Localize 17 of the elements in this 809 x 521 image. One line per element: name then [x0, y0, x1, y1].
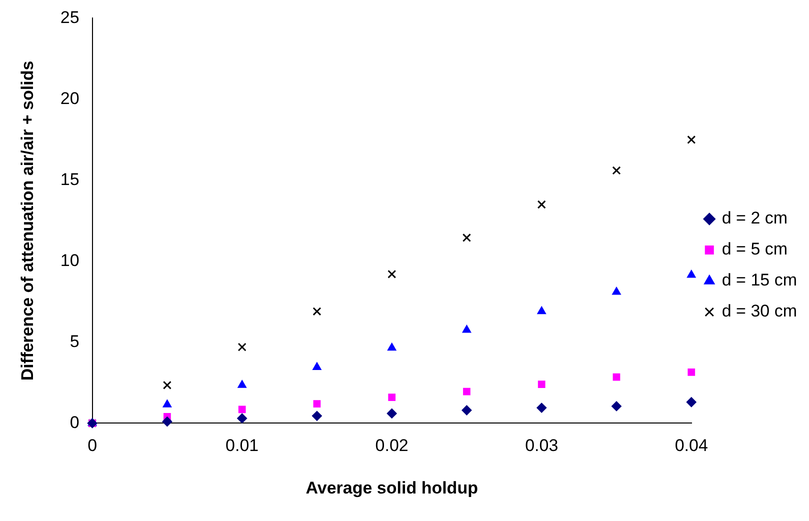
y-tick-label: 20 — [60, 88, 80, 108]
y-tick-label: 10 — [60, 250, 80, 270]
legend-label: d = 5 cm — [722, 240, 788, 259]
y-tick-label: 25 — [60, 8, 80, 27]
y-tick-label: 5 — [70, 332, 80, 351]
legend-label: d = 15 cm — [722, 270, 798, 290]
legend-label: d = 30 cm — [722, 302, 798, 321]
y-tick-label: 0 — [70, 412, 80, 432]
x-axis-title: Average solid holdup — [306, 478, 478, 498]
x-tick-label: 0.04 — [674, 436, 708, 456]
y-axis-title: Difference of attenuation air/air + solids — [18, 60, 37, 381]
x-tick-label: 0.02 — [375, 436, 408, 456]
legend-label: d = 2 cm — [722, 208, 788, 228]
x-tick-label: 0.03 — [525, 436, 558, 456]
x-tick-label: 0.01 — [226, 436, 259, 456]
x-tick-label: 0 — [88, 436, 98, 456]
y-tick-label: 15 — [60, 170, 80, 189]
